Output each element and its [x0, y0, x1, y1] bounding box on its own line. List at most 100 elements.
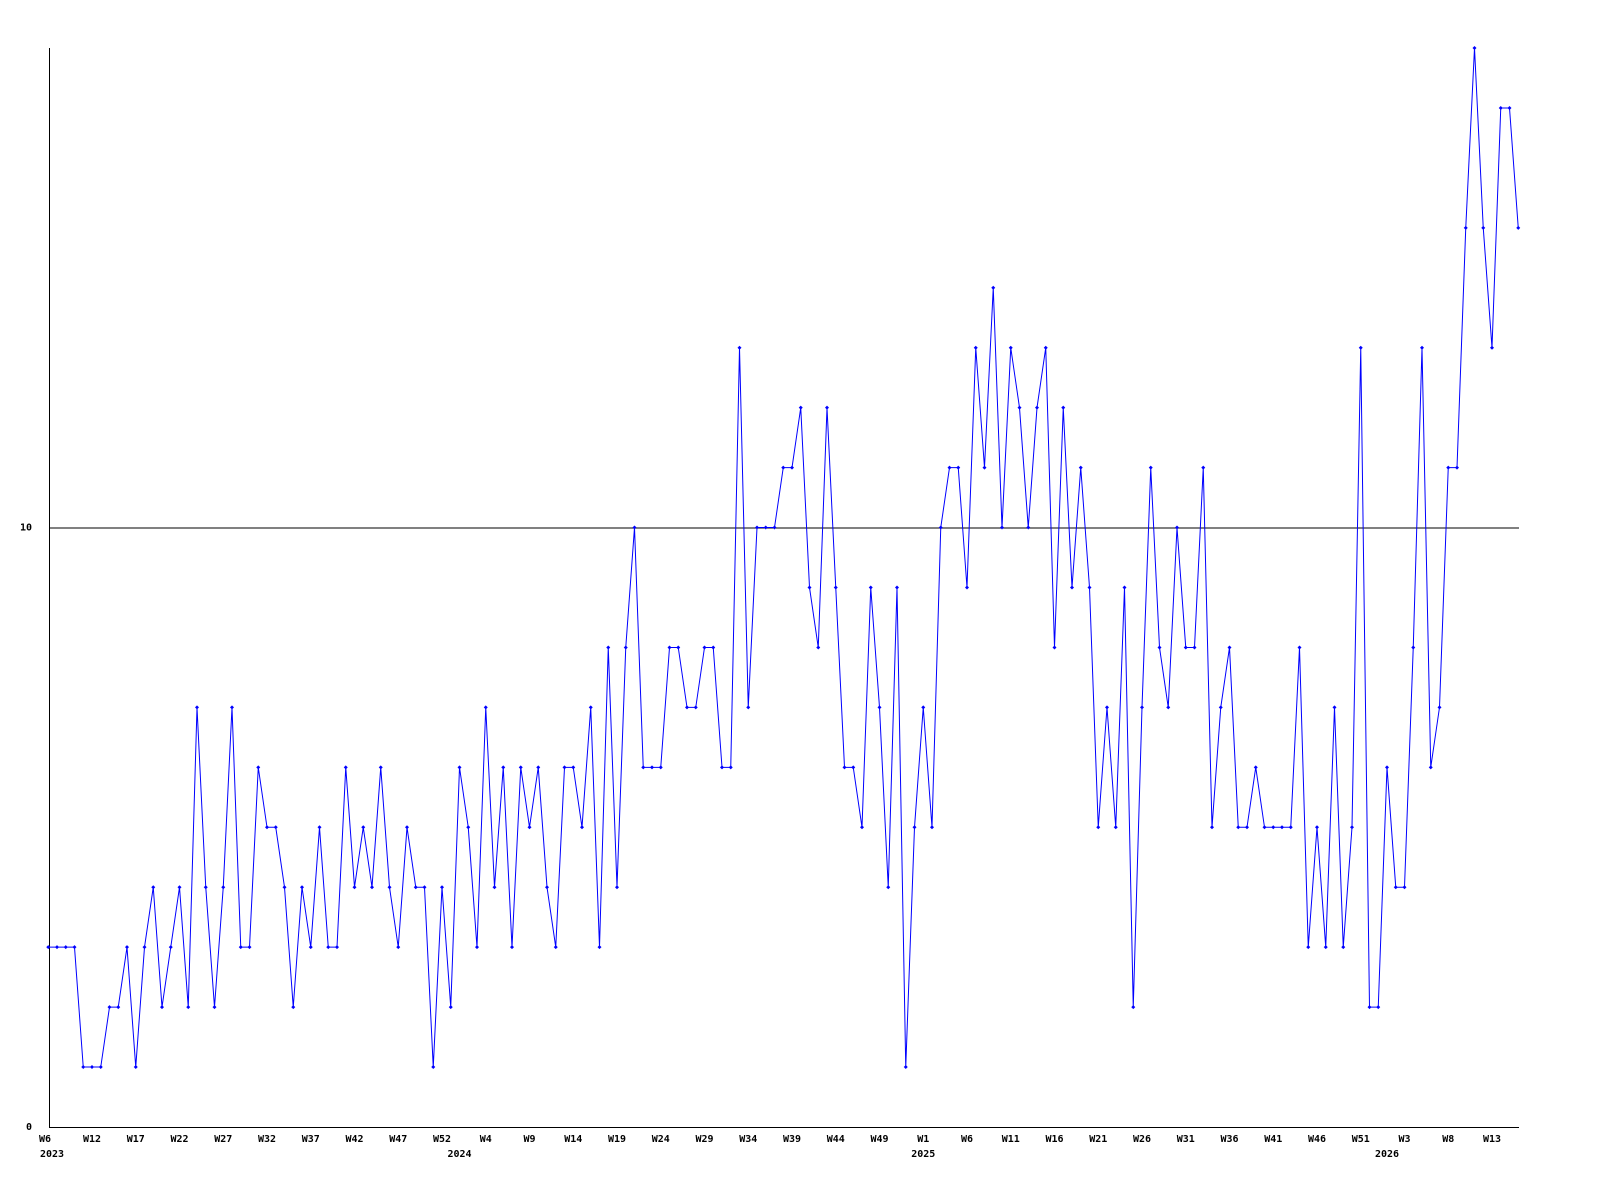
data-point — [1148, 465, 1153, 470]
data-point — [912, 825, 917, 830]
data-point — [965, 585, 969, 590]
data-point — [1166, 705, 1171, 710]
x-tick-label: W31 — [1177, 1134, 1195, 1145]
x-tick-label: W49 — [870, 1134, 888, 1145]
data-point — [238, 945, 243, 950]
data-point — [422, 885, 427, 890]
data-point — [1323, 945, 1328, 950]
data-point — [720, 765, 724, 770]
data-point — [55, 945, 59, 950]
x-tick-label: W19 — [608, 1134, 626, 1145]
data-point — [746, 705, 751, 710]
data-point — [1393, 885, 1398, 890]
data-point — [405, 825, 409, 830]
x-tick-label: W37 — [302, 1134, 320, 1145]
data-point — [1122, 585, 1127, 590]
data-point — [72, 945, 77, 950]
data-point — [133, 1065, 138, 1070]
data-point — [1000, 525, 1004, 530]
x-tick-label: W41 — [1264, 1134, 1282, 1145]
data-point — [947, 465, 952, 470]
data-point — [886, 885, 891, 890]
series-line — [48, 47, 1519, 1068]
data-point — [142, 945, 147, 950]
data-point — [1035, 405, 1039, 410]
data-point — [685, 705, 689, 710]
x-tick-label: W6 — [39, 1134, 51, 1145]
data-point — [536, 765, 541, 770]
data-point — [693, 705, 698, 710]
data-point — [98, 1065, 103, 1070]
data-point — [343, 765, 348, 770]
data-point — [203, 885, 208, 890]
data-point — [168, 945, 173, 950]
data-point — [1280, 825, 1284, 830]
x-tick-label: W27 — [214, 1134, 232, 1145]
data-point — [90, 1065, 94, 1070]
data-point — [658, 765, 663, 770]
data-point — [501, 765, 506, 770]
data-point — [475, 945, 479, 950]
x-tick-label: W4 — [480, 1134, 492, 1145]
year-label: 2025 — [911, 1149, 935, 1160]
data-point — [221, 885, 226, 890]
data-point — [1437, 705, 1442, 710]
data-point — [1455, 465, 1459, 470]
data-point — [938, 525, 943, 530]
year-label: 2023 — [40, 1149, 64, 1160]
data-point — [186, 1005, 191, 1010]
data-point — [247, 945, 252, 950]
data-point — [518, 765, 523, 770]
data-point — [1105, 705, 1109, 710]
data-point — [571, 765, 576, 770]
x-tick-label: W32 — [258, 1134, 276, 1145]
y-tick-label: 0 — [26, 1122, 32, 1133]
data-point — [1306, 945, 1311, 950]
x-tick-label: W39 — [783, 1134, 801, 1145]
data-point — [1420, 345, 1424, 350]
data-point — [877, 705, 882, 710]
data-point — [1402, 885, 1407, 890]
data-point — [440, 885, 444, 890]
data-point — [1271, 825, 1276, 830]
data-point — [352, 885, 357, 890]
data-point — [387, 885, 392, 890]
data-point — [895, 585, 899, 590]
data-point — [1157, 645, 1162, 650]
x-tick-label: W26 — [1133, 1134, 1151, 1145]
data-point — [1428, 765, 1433, 770]
data-point — [81, 1065, 86, 1070]
x-tick-label: W13 — [1483, 1134, 1501, 1145]
x-tick-label: W36 — [1220, 1134, 1238, 1145]
data-point — [903, 1065, 908, 1070]
data-point — [1446, 465, 1451, 470]
data-point — [300, 885, 304, 890]
data-point — [973, 345, 978, 350]
data-point — [1113, 825, 1118, 830]
x-tick-label: W17 — [127, 1134, 145, 1145]
data-point — [1297, 645, 1302, 650]
data-point — [553, 945, 558, 950]
x-tick-label: W24 — [652, 1134, 670, 1145]
data-point — [763, 525, 768, 530]
data-point — [361, 825, 366, 830]
x-tick-label: W34 — [739, 1134, 757, 1145]
data-point — [1376, 1005, 1381, 1010]
data-point — [492, 885, 497, 890]
data-point — [1131, 1005, 1136, 1010]
x-tick-label: W52 — [433, 1134, 451, 1145]
data-point — [868, 585, 873, 590]
data-point — [1227, 645, 1232, 650]
data-point — [1341, 945, 1346, 950]
data-point — [632, 525, 637, 530]
data-point — [1210, 825, 1214, 830]
data-point — [1315, 825, 1319, 830]
data-point — [527, 825, 532, 830]
x-tick-label: W3 — [1398, 1134, 1410, 1145]
data-point — [676, 645, 681, 650]
data-point — [378, 765, 383, 770]
data-point — [1201, 465, 1206, 470]
data-point — [195, 705, 199, 710]
